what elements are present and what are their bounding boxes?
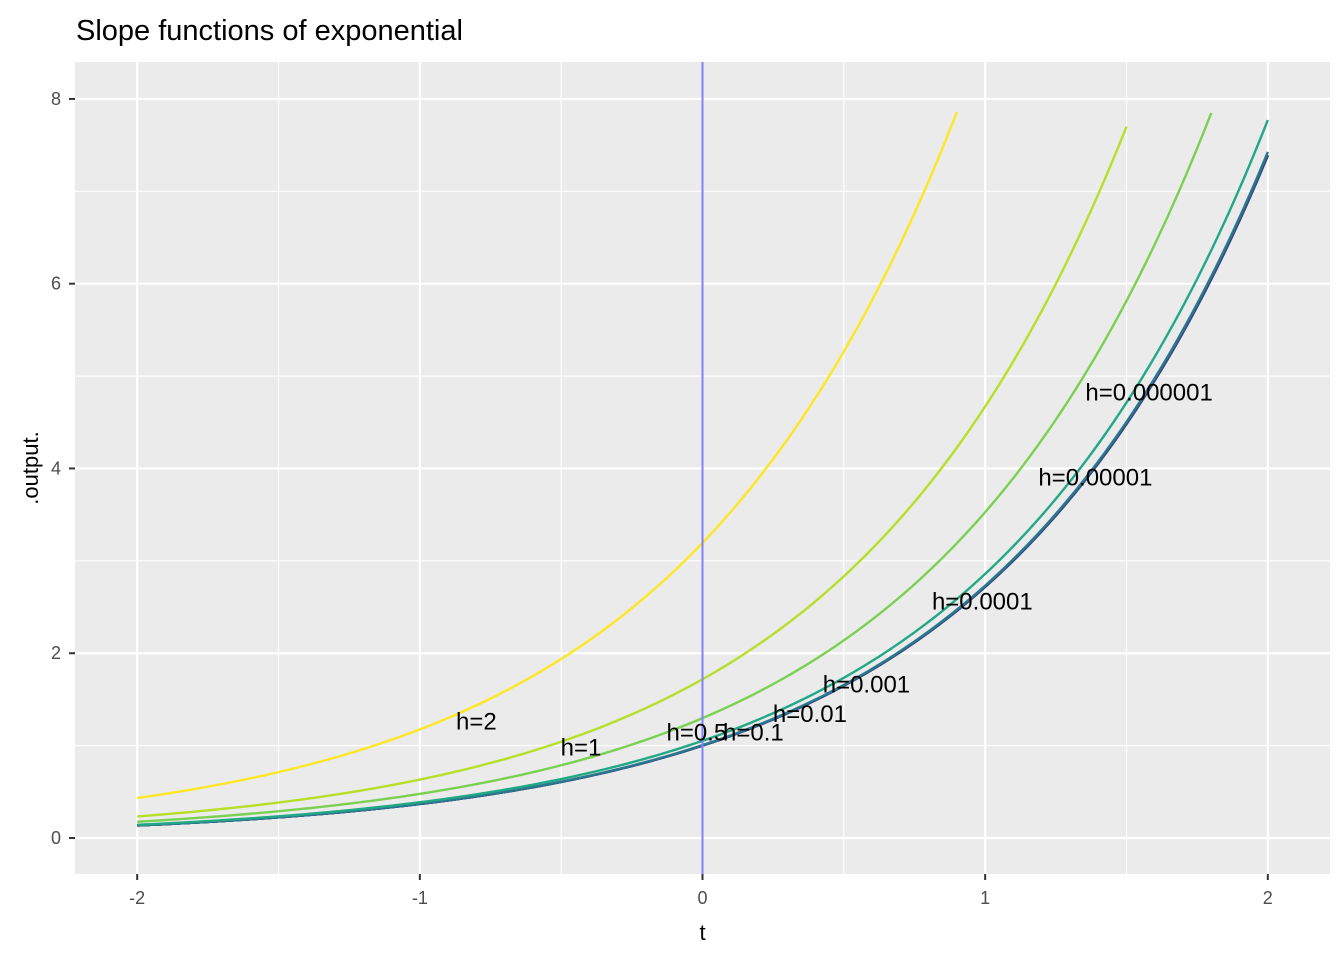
series-label-h=0.5: h=0.5 — [666, 720, 727, 747]
series-label-h=0.01: h=0.01 — [773, 701, 847, 728]
y-axis-title: .output. — [18, 431, 43, 504]
series-line-h=1 — [137, 126, 1128, 818]
x-axis-tick-labels: -2 -1 0 1 2 — [129, 888, 1273, 908]
series-labels: h=2 h=1 h=0.5h=0.1h=0.01h=0.001 h=0.0001 h=0… — [456, 380, 1213, 762]
series-label-h=0.0001: h=0.0001 — [932, 588, 1033, 615]
y-tick-label: 6 — [51, 274, 61, 294]
y-tick-label: 8 — [51, 89, 61, 109]
x-axis-title: t — [699, 920, 705, 945]
series-label-h=0.00001: h=0.00001 — [1038, 465, 1152, 492]
x-tick-label: 1 — [980, 888, 990, 908]
x-tick-label: -1 — [412, 888, 428, 908]
series-label-h=2: h=2 — [456, 709, 497, 736]
y-tick-label: 2 — [51, 643, 61, 663]
series-label-h=0.1: h=0.1 — [723, 720, 784, 747]
y-tick-label: 4 — [51, 458, 61, 478]
series-line-h=2 — [137, 111, 959, 800]
series-label-h=0.000001: h=0.000001 — [1085, 380, 1212, 407]
y-tick-label: 0 — [51, 828, 61, 848]
series-label-h=1: h=1 — [561, 734, 602, 761]
x-tick-label: 0 — [697, 888, 707, 908]
x-tick-label: 2 — [1263, 888, 1273, 908]
axis-ticks — [69, 97, 1269, 880]
x-tick-label: -2 — [129, 888, 145, 908]
series-label-h=0.001: h=0.001 — [823, 672, 910, 699]
y-axis-tick-labels: 0 2 4 6 8 — [51, 89, 61, 848]
series-line-h=0.5 — [137, 112, 1213, 823]
chart-title: Slope functions of exponential — [76, 15, 463, 47]
